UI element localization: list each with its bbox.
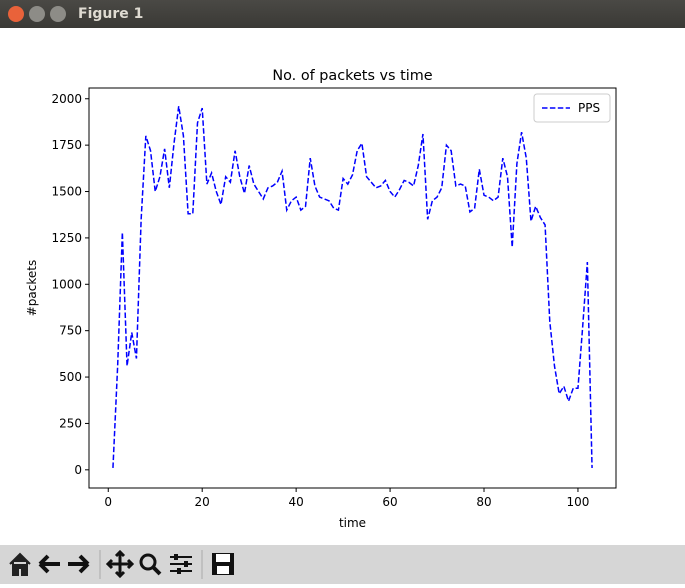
back-button[interactable] [38, 554, 60, 574]
y-tick-label: 500 [59, 370, 82, 384]
y-tick-label: 2000 [51, 92, 82, 106]
x-tick-label: 60 [382, 495, 397, 509]
y-tick-label: 250 [59, 416, 82, 430]
x-tick-label: 80 [476, 495, 491, 509]
data-line [112, 106, 593, 468]
x-tick-label: 40 [288, 495, 303, 509]
y-axis-label: #packets [25, 260, 39, 316]
chart-title: No. of packets vs time [272, 68, 432, 84]
save-button[interactable] [212, 553, 234, 575]
x-tick-label: 0 [104, 495, 112, 509]
forward-button[interactable] [68, 554, 90, 574]
home-button[interactable] [9, 552, 31, 576]
y-tick-label: 1250 [51, 231, 82, 245]
window-title: Figure 1 [78, 6, 144, 22]
toolbar [0, 545, 685, 584]
y-tick-label: 750 [59, 324, 82, 338]
axes-frame [88, 87, 617, 489]
maximize-button[interactable] [50, 6, 66, 22]
legend-box [533, 93, 611, 123]
title-bar: Figure 1 [0, 0, 685, 28]
zoom-button[interactable] [139, 553, 162, 576]
minimize-button[interactable] [29, 6, 45, 22]
y-tick-label: 1750 [51, 138, 82, 152]
y-tick-label: 0 [74, 463, 82, 477]
x-axis-label: time [339, 516, 366, 530]
legend-label: PPS [578, 101, 600, 115]
pan-button[interactable] [105, 549, 135, 579]
y-tick-label: 1500 [51, 185, 82, 199]
configure-button[interactable] [170, 554, 192, 574]
x-tick-label: 100 [567, 495, 590, 509]
toolbar-icons [9, 549, 234, 579]
close-button[interactable] [8, 6, 24, 22]
x-tick-label: 20 [195, 495, 210, 509]
y-tick-label: 1000 [51, 277, 82, 291]
